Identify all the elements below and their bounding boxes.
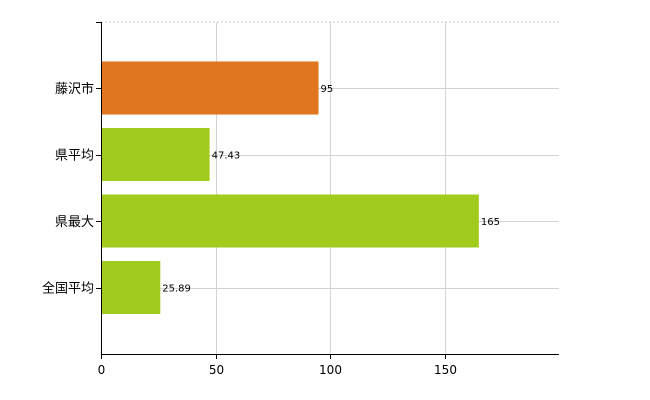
x-tick-label: 150 xyxy=(434,363,457,377)
data-label: 95 xyxy=(321,84,334,95)
data-label: 25.89 xyxy=(162,284,191,295)
axes xyxy=(96,22,559,359)
bar xyxy=(101,194,479,248)
x-tick-label: 100 xyxy=(319,363,342,377)
data-label: 47.43 xyxy=(212,151,241,162)
category-label: 県最大 xyxy=(55,215,94,230)
bar xyxy=(101,61,319,115)
category-label: 全国平均 xyxy=(42,281,94,297)
category-label: 県平均 xyxy=(55,149,94,164)
data-label: 165 xyxy=(481,217,500,228)
bars xyxy=(101,61,479,314)
x-tick-label: 50 xyxy=(209,363,224,377)
bar xyxy=(101,261,161,314)
bar xyxy=(101,128,210,181)
category-label: 藤沢市 xyxy=(55,81,94,97)
x-tick-label: 0 xyxy=(98,363,106,377)
